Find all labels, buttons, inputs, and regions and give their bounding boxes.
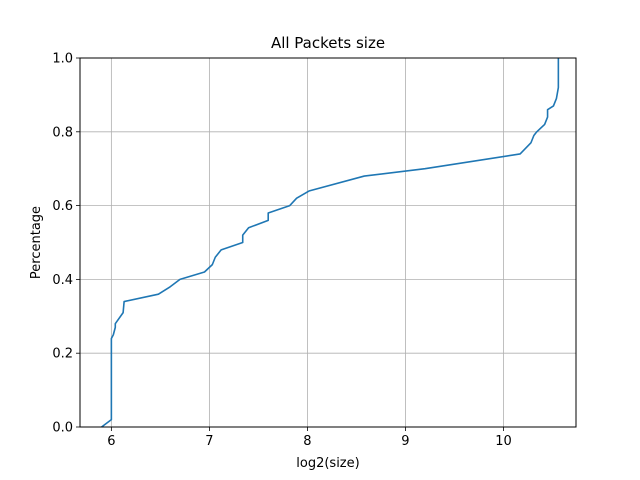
plot-frame bbox=[79, 57, 577, 428]
x-tick-label: 8 bbox=[303, 434, 311, 449]
x-tick-label: 10 bbox=[495, 434, 512, 449]
y-tick-label: 0.4 bbox=[52, 273, 73, 288]
x-axis-ticks: 6 7 8 9 10 bbox=[107, 427, 512, 449]
x-tick-label: 9 bbox=[401, 434, 409, 449]
series-line bbox=[101, 58, 560, 428]
y-axis-ticks: 0.0 0.2 0.4 0.6 0.8 1.0 bbox=[52, 52, 80, 436]
x-axis-title: log2(size) bbox=[296, 456, 359, 471]
y-axis-title: Percentage bbox=[29, 206, 44, 279]
y-tick-label: 0.8 bbox=[52, 125, 73, 140]
y-tick-label: 0.6 bbox=[52, 199, 73, 214]
y-tick-label: 0.0 bbox=[52, 421, 73, 436]
x-tick-label: 7 bbox=[205, 434, 213, 449]
chart-title: All Packets size bbox=[271, 34, 385, 52]
y-tick-label: 1.0 bbox=[52, 52, 73, 67]
y-tick-label: 0.2 bbox=[52, 347, 73, 362]
x-tick-label: 6 bbox=[107, 434, 115, 449]
series-layer bbox=[101, 58, 560, 428]
